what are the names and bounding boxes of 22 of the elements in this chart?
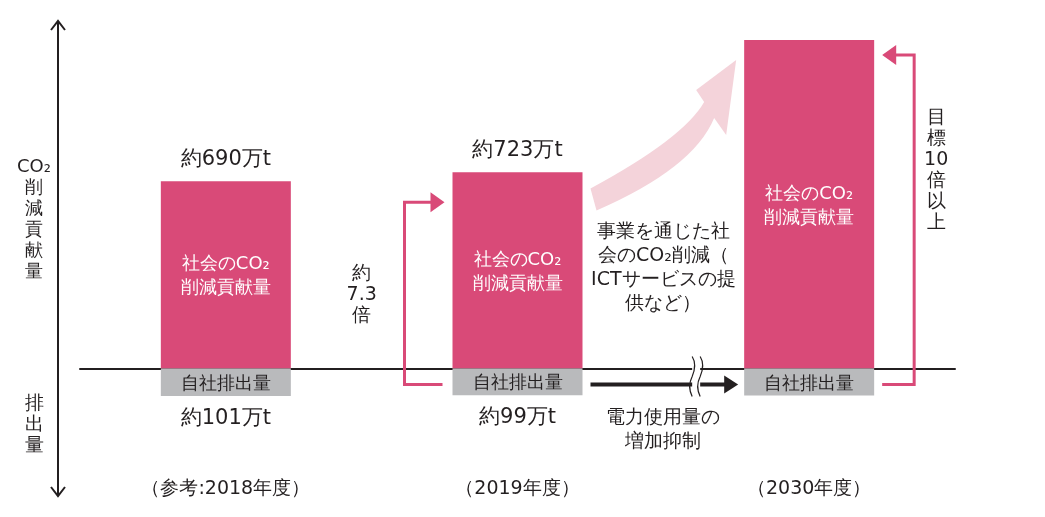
text: 電力使用量の増加抑制 xyxy=(606,405,721,452)
data-label: 約101万t xyxy=(180,404,271,429)
series-label: 社会のCO₂削減貢献量 xyxy=(180,252,271,298)
annotation: 事業を通じた社会のCO₂削減（ICTサービスの提供など） xyxy=(591,219,736,314)
text: 自社排出量 xyxy=(764,371,855,393)
x-tick-label: （参考:2018年度） xyxy=(141,475,311,498)
data-label: 約723万t xyxy=(472,137,563,162)
x-tick-label: （2030年度） xyxy=(746,475,872,498)
data-label: 約690万t xyxy=(180,146,271,171)
text: 社会のCO₂削減貢献量 xyxy=(764,181,855,227)
series-label: 自社排出量 xyxy=(472,371,563,393)
bar xyxy=(744,40,875,369)
bar xyxy=(452,172,583,369)
data-label: 約99万t xyxy=(479,404,556,429)
x-tick-label: （2019年度） xyxy=(455,475,580,498)
bar xyxy=(160,181,291,369)
text: 排出量 xyxy=(24,391,44,456)
text: 社会のCO₂削減貢献量 xyxy=(472,247,563,293)
annotation: 約7.3倍 xyxy=(346,261,377,326)
text: 自社排出量 xyxy=(180,371,271,393)
annotation: 目標10倍以上 xyxy=(924,104,949,232)
y-axis-title: CO₂削減貢献量 xyxy=(17,155,51,282)
